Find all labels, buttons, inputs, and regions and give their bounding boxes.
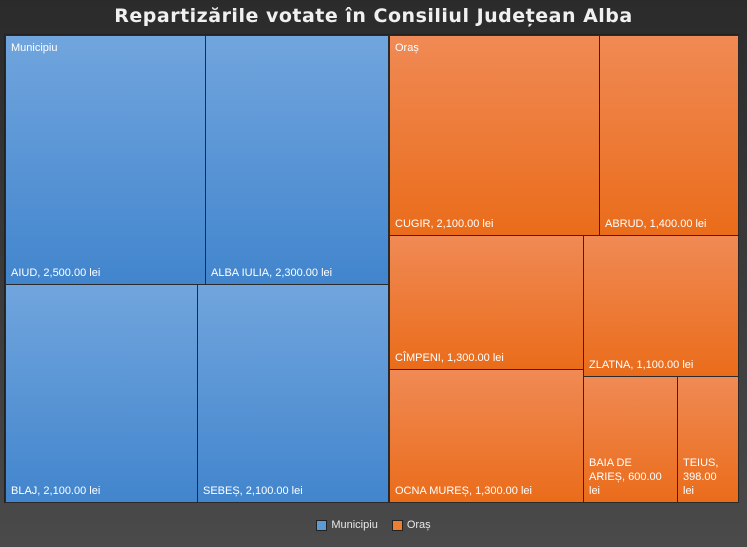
cell-label: ABRUD, 1,400.00 lei: [605, 218, 707, 230]
cell-label: BAIA DE ARIEȘ, 600.00 lei: [589, 457, 662, 497]
chart-title: Repartizările votate în Consiliul Județe…: [114, 5, 633, 27]
legend-label-municipiu: Municipiu: [331, 519, 378, 531]
treemap-cell: [205, 35, 389, 285]
treemap-cell: [5, 284, 198, 503]
treemap-cell: [583, 235, 739, 377]
group-oras: CUGIR, 2,100.00 lei ABRUD, 1,400.00 lei CÎ…: [389, 35, 739, 503]
cell-label: SEBEȘ, 2,100.00 lei: [203, 485, 303, 497]
group-label-municipiu: Municipiu: [11, 42, 57, 54]
legend: Municipiu Oraș: [0, 519, 747, 531]
treemap-cell: [389, 369, 584, 503]
legend-label-oras: Oraș: [406, 519, 431, 531]
treemap-cell: [389, 235, 584, 370]
cell-label: ALBA IULIA, 2,300.00 lei: [211, 267, 332, 279]
group-label-oras: Oraș: [395, 42, 419, 54]
legend-item-municipiu: Municipiu: [316, 519, 378, 531]
cell-label: BLAJ, 2,100.00 lei: [11, 485, 100, 497]
legend-item-oras: Oraș: [391, 519, 431, 531]
treemap-cell: [197, 284, 389, 503]
cell-label: CÎMPENI, 1,300.00 lei: [395, 351, 504, 364]
legend-swatch-oras: [391, 519, 403, 531]
cell-label: OCNA MUREȘ, 1,300.00 lei: [395, 485, 532, 497]
treemap-cell: [599, 35, 739, 236]
treemap-cell: [389, 35, 600, 236]
cell-label: ZLATNA, 1,100.00 lei: [589, 359, 693, 371]
cell-label: TEIUS, 398.00 lei: [683, 457, 718, 497]
group-municipiu: AIUD, 2,500.00 lei ALBA IULIA, 2,300.00 l…: [5, 35, 389, 503]
cell-label: AIUD, 2,500.00 lei: [11, 267, 100, 279]
treemap-cell: [677, 376, 739, 503]
cell-label: CUGIR, 2,100.00 lei: [395, 218, 493, 230]
treemap-cell: [5, 35, 206, 285]
legend-swatch-municipiu: [316, 519, 328, 531]
treemap-cell: [583, 376, 678, 503]
